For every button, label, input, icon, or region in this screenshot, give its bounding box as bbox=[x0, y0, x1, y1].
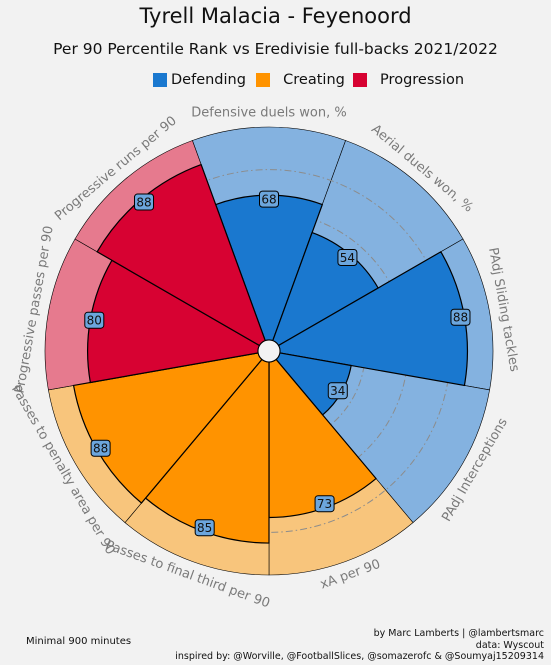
chart-legend: Defending Creating Progression bbox=[153, 72, 468, 88]
value-label: 88 bbox=[136, 196, 151, 210]
value-label-box bbox=[84, 311, 105, 329]
value-label-box bbox=[314, 495, 335, 513]
chart-subtitle: Per 90 Percentile Rank vs Eredivisie ful… bbox=[53, 40, 498, 58]
value-label: 73 bbox=[317, 497, 332, 511]
legend-swatch-progression bbox=[352, 73, 367, 87]
value-label: 85 bbox=[197, 521, 212, 535]
value-label: 68 bbox=[261, 193, 276, 207]
value-label-box bbox=[327, 382, 348, 400]
legend-swatch-defending bbox=[153, 73, 167, 87]
legend-item-defending: Defending bbox=[153, 72, 246, 88]
legend-item-creating: Creating bbox=[255, 72, 345, 88]
footer-credit-inspired: inspired by: @Worville, @FootballSlices,… bbox=[175, 651, 544, 662]
chart-title: Tyrell Malacia - Feyenoord bbox=[139, 4, 412, 28]
value-label: 88 bbox=[93, 442, 108, 456]
category-label: Defensive duels won, % bbox=[191, 106, 346, 121]
value-label: 80 bbox=[87, 314, 102, 328]
footer-credits: by Marc Lamberts | @lambertsmarc data: W… bbox=[175, 628, 544, 663]
value-label-box bbox=[90, 439, 111, 457]
legend-label-creating: Creating bbox=[273, 72, 345, 88]
value-label-box bbox=[450, 308, 471, 326]
legend-label-progression: Progression bbox=[370, 72, 465, 88]
footer-minutes-note: Minimal 900 minutes bbox=[26, 636, 132, 647]
center-circle bbox=[257, 339, 281, 363]
value-label-box bbox=[337, 249, 358, 267]
legend-item-progression: Progression bbox=[352, 72, 465, 88]
value-label: 54 bbox=[340, 251, 355, 265]
value-label-box bbox=[194, 519, 215, 537]
value-label: 88 bbox=[453, 311, 468, 325]
footer-credit-data: data: Wyscout bbox=[475, 639, 544, 651]
value-label-box bbox=[259, 190, 279, 208]
legend-swatch-creating bbox=[255, 73, 270, 87]
footer-credit-author: by Marc Lamberts | @lambertsmarc bbox=[373, 628, 544, 639]
legend-label-defending: Defending bbox=[171, 72, 246, 88]
value-label-box bbox=[134, 193, 155, 211]
value-label: 34 bbox=[330, 384, 345, 398]
